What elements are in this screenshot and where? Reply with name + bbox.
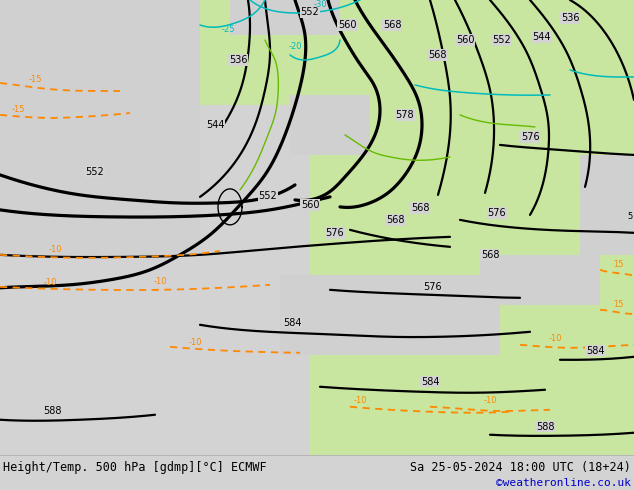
Text: 576: 576 [326, 228, 344, 238]
Text: 568: 568 [383, 20, 401, 30]
Polygon shape [60, 15, 110, 35]
Polygon shape [480, 255, 600, 305]
Text: 552: 552 [301, 7, 320, 17]
Text: 560: 560 [338, 20, 356, 30]
Text: -10: -10 [548, 334, 562, 343]
Text: -10: -10 [188, 338, 202, 347]
Text: -15: -15 [11, 105, 25, 115]
Text: -20: -20 [288, 43, 302, 51]
Text: 560: 560 [456, 35, 474, 45]
Text: -10: -10 [353, 396, 366, 405]
Text: 544: 544 [206, 120, 224, 130]
Polygon shape [280, 275, 500, 355]
Text: 576: 576 [521, 132, 540, 142]
Text: -10: -10 [153, 277, 167, 286]
Text: ©weatheronline.co.uk: ©weatheronline.co.uk [496, 478, 631, 488]
Polygon shape [290, 95, 370, 155]
Text: 576: 576 [423, 282, 441, 292]
Text: 568: 568 [411, 203, 429, 213]
Text: Height/Temp. 500 hPa [gdmp][°C] ECMWF: Height/Temp. 500 hPa [gdmp][°C] ECMWF [3, 461, 267, 474]
Text: 568: 568 [428, 50, 446, 60]
Text: 576: 576 [488, 208, 507, 218]
Text: 15: 15 [612, 260, 623, 270]
Text: 552: 552 [259, 191, 278, 201]
Text: 536: 536 [560, 13, 579, 23]
Polygon shape [310, 0, 634, 455]
Text: 560: 560 [301, 200, 320, 210]
Text: -10: -10 [43, 278, 57, 287]
Text: 5: 5 [628, 212, 633, 221]
Text: -15: -15 [29, 75, 42, 84]
Polygon shape [200, 0, 310, 105]
Text: -25: -25 [221, 25, 235, 34]
Text: 578: 578 [396, 110, 414, 120]
Text: 588: 588 [42, 406, 61, 416]
Text: 584: 584 [283, 318, 301, 328]
Text: Sa 25-05-2024 18:00 UTC (18+24): Sa 25-05-2024 18:00 UTC (18+24) [410, 461, 631, 474]
Text: 584: 584 [421, 377, 439, 387]
Polygon shape [0, 0, 200, 255]
Text: 568: 568 [481, 250, 499, 260]
Text: -30: -30 [313, 0, 327, 9]
Polygon shape [0, 0, 80, 45]
Text: -10: -10 [483, 396, 497, 405]
Text: 588: 588 [536, 422, 554, 432]
Text: 15: 15 [612, 300, 623, 309]
Polygon shape [580, 155, 634, 255]
Text: 552: 552 [86, 167, 105, 177]
Polygon shape [230, 0, 340, 35]
Text: 552: 552 [493, 35, 512, 45]
Text: 568: 568 [385, 215, 404, 225]
Text: 584: 584 [586, 346, 604, 356]
Text: -10: -10 [48, 245, 61, 254]
Text: 536: 536 [229, 55, 247, 65]
Text: 544: 544 [532, 32, 550, 42]
